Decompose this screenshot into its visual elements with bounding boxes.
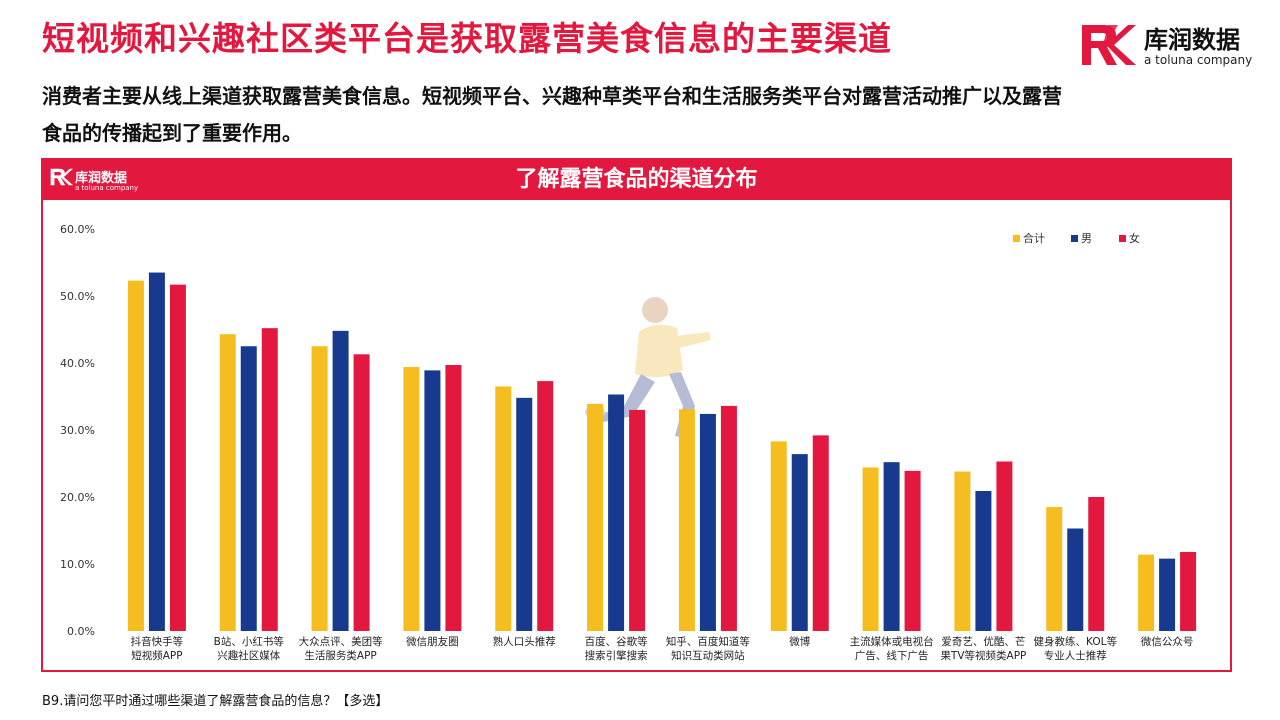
bar-女-1 (261, 328, 278, 631)
kr-mini-logo-icon (50, 168, 73, 186)
logo-subtitle: a toluna company (1144, 53, 1253, 67)
panel-logo-subtitle: a toluna company (75, 184, 139, 192)
x-category-label: 百度、谷歌等 (585, 635, 648, 648)
legend-label: 女 (1129, 231, 1140, 245)
bar-女-4 (537, 381, 554, 631)
x-category-label: 专业人士推荐 (1044, 649, 1107, 662)
bar-女-10 (1088, 497, 1105, 631)
page-title: 短视频和兴趣社区类平台是获取露营美食信息的主要渠道 (42, 19, 892, 58)
bar-女-6 (720, 405, 737, 631)
kr-logo-icon (1082, 25, 1136, 65)
x-category-label: 广告、线下广告 (855, 649, 929, 662)
x-category-label: 短视频APP (131, 649, 182, 662)
x-category-label: 抖音快手等 (131, 635, 184, 648)
y-tick-label: 30.0% (60, 424, 95, 437)
bar-合计-5 (587, 403, 604, 631)
bar-合计-6 (678, 409, 695, 631)
x-category-label: 熟人口头推荐 (493, 635, 556, 648)
bar-女-11 (1180, 551, 1197, 631)
bar-男-3 (424, 370, 441, 631)
bar-男-5 (608, 394, 625, 631)
bar-合计-2 (311, 346, 328, 631)
bar-合计-8 (862, 467, 879, 631)
x-category-label: 主流媒体或电视台 (850, 635, 934, 648)
y-tick-label: 40.0% (60, 357, 95, 370)
bar-女-3 (445, 365, 462, 631)
legend-swatch (1071, 235, 1078, 242)
panel-logo: 库润数据 a toluna company (49, 166, 149, 196)
bar-合计-3 (403, 367, 420, 631)
x-category-label: 爱奇艺、优酷、芒 (941, 635, 1025, 648)
y-tick-label: 60.0% (60, 223, 95, 236)
x-category-label: 果TV等视频类APP (940, 649, 1026, 662)
bar-合计-10 (1046, 507, 1063, 631)
legend-swatch (1119, 235, 1126, 242)
x-category-label: 健身教练、KOL等 (1034, 635, 1118, 648)
bar-女-0 (169, 284, 186, 631)
y-tick-label: 20.0% (60, 491, 95, 504)
legend-label: 男 (1081, 232, 1092, 245)
bar-男-6 (699, 413, 716, 631)
bar-男-1 (240, 346, 257, 631)
legend-swatch (1013, 235, 1020, 242)
chart-panel-header: 库润数据 a toluna company 了解露营食品的渠道分布 (43, 160, 1230, 200)
brand-logo: 库润数据 a toluna company (1078, 20, 1268, 72)
bar-女-2 (353, 354, 370, 631)
y-tick-label: 50.0% (60, 290, 95, 303)
bar-合计-11 (1138, 554, 1155, 631)
bar-男-2 (332, 330, 349, 631)
chart-panel: 库润数据 a toluna company 了解露营食品的渠道分布 0.0% 10… (41, 158, 1232, 672)
logo-name: 库润数据 (1144, 26, 1240, 54)
bar-男-7 (791, 454, 808, 631)
chart-title: 了解露营食品的渠道分布 (515, 167, 758, 192)
x-category-label: B站、小红书等 (214, 635, 285, 648)
x-category-label: 知识互动类网站 (671, 649, 745, 662)
legend-label: 合计 (1023, 231, 1045, 245)
y-tick-label: 0.0% (67, 625, 95, 638)
x-category-label: 兴趣社区媒体 (217, 649, 280, 662)
x-category-label: 微博 (789, 635, 810, 648)
bar-合计-0 (127, 280, 144, 631)
bar-女-8 (904, 470, 921, 631)
panel-logo-name: 库润数据 (75, 171, 128, 186)
bar-女-5 (629, 409, 646, 631)
bar-合计-7 (770, 441, 787, 631)
y-tick-label: 10.0% (60, 558, 95, 571)
bar-男-10 (1067, 528, 1084, 631)
bar-男-11 (1159, 558, 1176, 631)
bar-合计-1 (219, 334, 236, 631)
bar-chart: 0.0% 10.0% 20.0% 30.0% 40.0% 50.0% 60.0% 抖音快手等短… (60, 223, 1197, 662)
bar-合计-9 (954, 471, 971, 631)
bar-女-9 (996, 461, 1013, 631)
question-footnote: B9.请问您平时通过哪些渠道了解露营食品的信息？【多选】 (42, 694, 389, 709)
bar-男-9 (975, 490, 992, 631)
x-category-label: 大众点评、美团等 (299, 635, 383, 648)
bar-合计-4 (495, 386, 512, 631)
x-category-label: 微信公众号 (1141, 635, 1194, 648)
page-subtitle: 消费者主要从线上渠道获取露营美食信息。短视频平台、兴趣种草类平台和生活服务类平台… (42, 84, 1062, 145)
bar-男-0 (148, 272, 165, 631)
x-category-label: 微信朋友圈 (406, 635, 459, 648)
x-category-label: 搜索引擎搜索 (585, 649, 648, 662)
bar-男-8 (883, 462, 900, 631)
x-category-label: 知乎、百度知道等 (666, 635, 750, 648)
bar-女-7 (812, 435, 829, 631)
bar-男-4 (516, 397, 533, 631)
x-category-label: 生活服务类APP (304, 649, 376, 662)
